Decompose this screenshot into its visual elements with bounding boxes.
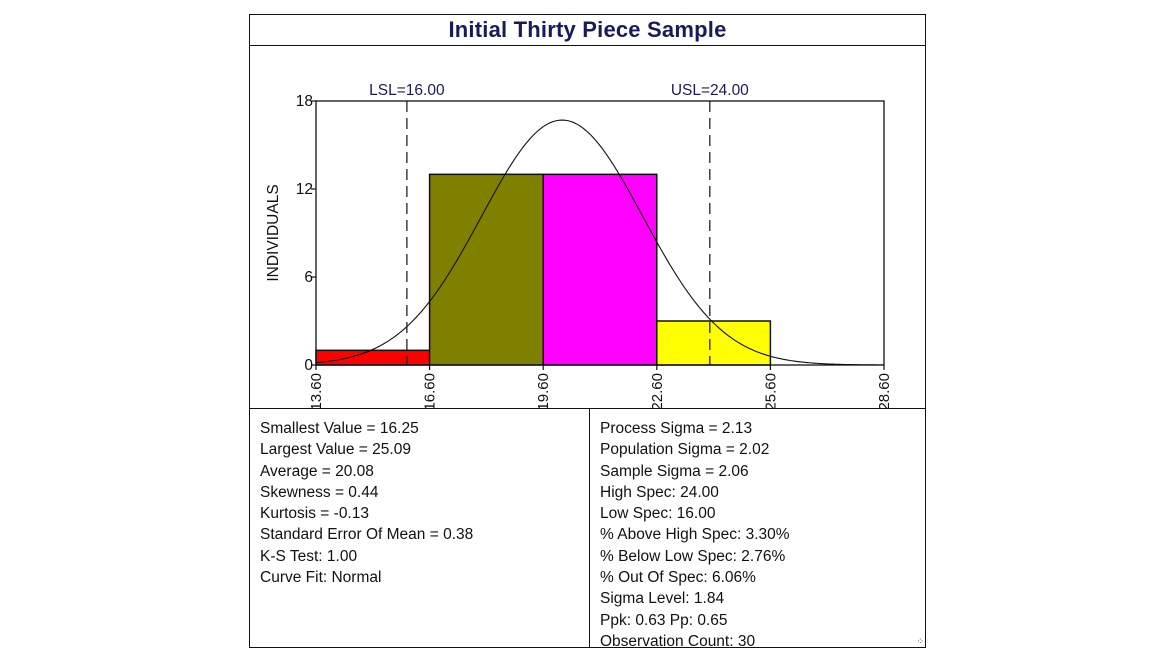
stat-line: High Spec: 24.00 [600, 483, 719, 501]
histogram-bar [542, 173, 658, 366]
bars-layer [315, 173, 772, 366]
histogram-bar [428, 173, 544, 366]
plot-frame [315, 100, 885, 366]
histogram-area: LSL=16.00 USL=24.00 0 6 12 18 13.60 16.60 19.60 2… [250, 46, 925, 408]
labels-layer: LSL=16.00 USL=24.00 0 6 12 18 13.60 16.60 19.60 2… [265, 82, 893, 408]
stat-line: Sample Sigma = 2.06 [600, 462, 749, 480]
histogram-bar [656, 320, 772, 366]
curve-layer [315, 119, 885, 366]
x-tick-label: 28.60 [876, 373, 893, 408]
stats-left-column: Smallest Value = 16.25 Largest Value = 25… [250, 409, 590, 647]
stat-line: Ppk: 0.63 Pp: 0.65 [600, 611, 728, 629]
axes-layer [311, 100, 885, 370]
histogram-chart: LSL=16.00 USL=24.00 0 6 12 18 13.60 16.60 19.60 2… [265, 82, 893, 408]
x-tick-label: 22.60 [649, 373, 666, 408]
stat-line: K-S Test: 1.00 [260, 547, 358, 565]
x-tick-label: 13.60 [308, 373, 325, 408]
spec-line-label: LSL=16.00 [369, 82, 445, 99]
stat-line: Average = 20.08 [260, 462, 374, 480]
spec-line-label: USL=24.00 [671, 82, 749, 99]
stat-line: Population Sigma = 2.02 [600, 441, 770, 459]
histogram-bar [315, 349, 431, 366]
stat-line: Largest Value = 25.09 [260, 441, 411, 459]
resize-grip-icon[interactable]: ⁘ [916, 637, 924, 647]
spec-lines-layer [406, 101, 711, 365]
stat-line: % Below Low Spec: 2.76% [600, 547, 786, 565]
y-tick-label: 6 [304, 269, 313, 286]
stat-line: % Out Of Spec: 6.06% [600, 569, 756, 587]
stat-line: Kurtosis = -0.13 [260, 505, 369, 523]
y-tick-label: 18 [296, 93, 313, 110]
stat-line: Sigma Level: 1.84 [600, 590, 725, 608]
stat-line: Smallest Value = 16.25 [260, 420, 419, 437]
chart-title: Initial Thirty Piece Sample [448, 17, 727, 42]
stat-line: Process Sigma = 2.13 [600, 420, 753, 437]
statistics-panel: Smallest Value = 16.25 Largest Value = 25… [250, 408, 925, 650]
report-frame: Initial Thirty Piece Sample LSL=16.00 USL… [249, 14, 926, 650]
x-tick-label: 16.60 [422, 373, 439, 408]
stat-line: Curve Fit: Normal [260, 569, 382, 587]
y-tick-label: 12 [296, 181, 313, 198]
x-tick-label: 19.60 [535, 373, 552, 408]
normal-curve [315, 119, 885, 366]
stat-line: % Above High Spec: 3.30% [600, 526, 790, 544]
y-tick-label: 0 [304, 357, 313, 374]
stat-line: Low Spec: 16.00 [600, 505, 716, 523]
stat-line: Observation Count: 30 [600, 632, 756, 650]
stat-line: Standard Error Of Mean = 0.38 [260, 526, 474, 544]
stat-line: Skewness = 0.44 [260, 483, 379, 501]
stats-right-column: Process Sigma = 2.13 Population Sigma = 2… [590, 409, 925, 650]
y-axis-label: INDIVIDUALS [265, 184, 282, 281]
x-tick-label: 25.60 [762, 373, 779, 408]
title-bar: Initial Thirty Piece Sample [250, 15, 925, 46]
